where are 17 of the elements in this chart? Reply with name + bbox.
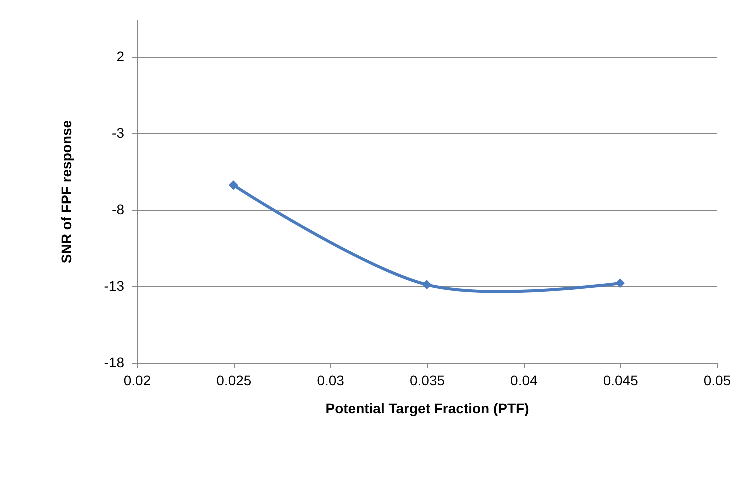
point — [616, 278, 626, 288]
y-tick-label: 2 — [116, 48, 125, 64]
x-tick-label: 0.035 — [410, 372, 446, 388]
y-tick-label: -13 — [104, 278, 125, 294]
x-tick-label: 0.05 — [704, 372, 732, 388]
y-tick-label: -3 — [112, 124, 125, 141]
y-tick-label: -18 — [104, 354, 125, 370]
y-axis-title: SNR of FPF response — [58, 120, 74, 264]
x-tick-label: 0.04 — [510, 372, 538, 388]
x-tick-label: 0.025 — [216, 372, 252, 388]
point — [228, 180, 238, 190]
x-tick-label: 0.03 — [317, 372, 345, 388]
point — [422, 280, 432, 290]
x-tick-label: 0.02 — [124, 372, 152, 388]
y-tick-label: -8 — [112, 201, 125, 218]
x-axis-title: Potential Target Fraction (PTF) — [326, 400, 530, 416]
x-tick-label: 0.045 — [603, 372, 639, 388]
